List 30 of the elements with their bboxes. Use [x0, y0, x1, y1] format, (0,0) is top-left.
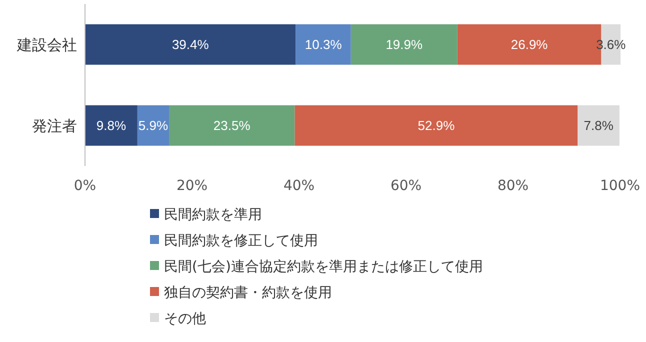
legend-label: その他: [164, 310, 206, 327]
data-label: 39.4%: [172, 37, 210, 52]
bar: [294, 105, 578, 146]
x-tick-label: 0%: [74, 178, 96, 194]
y-tick-label: 発注者: [32, 116, 77, 135]
data-label: 52.9%: [418, 118, 456, 134]
bar: [137, 105, 169, 146]
x-tick-label: 80%: [497, 178, 529, 194]
legend-label: 民間約款を修正して使用: [164, 232, 318, 249]
bar: [168, 105, 295, 146]
bar: [350, 24, 458, 65]
x-tick-label: 60%: [390, 178, 422, 194]
bar: [85, 105, 138, 146]
bar: [296, 24, 351, 65]
legend-label: 民間約款を準用: [164, 206, 262, 223]
data-label: 7.8%: [584, 118, 614, 134]
data-label: 5.9%: [138, 118, 168, 134]
x-tick-label: 100%: [600, 178, 640, 194]
x-tick-label: 20%: [176, 178, 208, 194]
data-label: 23.5%: [213, 118, 251, 134]
data-label: 26.9%: [510, 37, 548, 52]
bar: [85, 24, 296, 65]
x-tick-label: 40%: [283, 178, 315, 194]
data-label: 19.9%: [386, 37, 423, 52]
y-tick-label: 建設会社: [16, 36, 77, 54]
legend-label: 独自の契約書・約款を使用: [164, 284, 332, 301]
bar: [578, 105, 620, 146]
data-label: 10.3%: [304, 37, 342, 52]
data-label: 9.8%: [96, 118, 126, 134]
legend-label: 民間(七会)連合協定約款を準用または修正して使用: [164, 258, 483, 275]
